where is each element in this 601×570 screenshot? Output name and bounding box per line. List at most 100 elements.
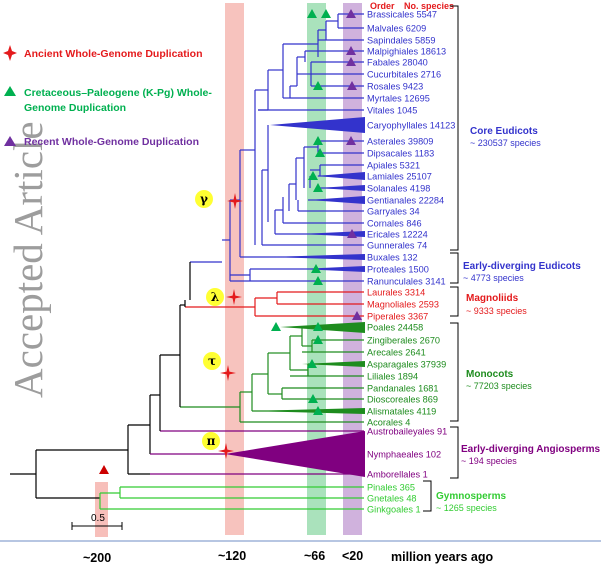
leaf-piperales: Piperales 3367 [367,312,428,322]
leaf-pinales: Pinales 365 [367,483,415,493]
time-label-120: ~120 [218,549,246,563]
wgd-star-icon [227,193,243,209]
leaf-poales: Poales 24458 [367,323,423,333]
leaf-dioscoreales: Dioscoreales 869 [367,395,438,405]
asparagales-triangle [302,361,365,367]
kpg-triangle-icon [313,81,323,90]
lambda-label: λ [211,290,219,304]
gamma-label: γ [200,192,208,206]
clade-early-eudicots-count: ~ 4773 species [463,273,524,283]
header-species: No. species [404,1,454,11]
kpg-triangle-icon [311,264,321,273]
kpg-triangle-icon [321,9,331,18]
legend-kpg-1: Cretaceous–Paleogene (K-Pg) Whole- [24,87,212,99]
purple-triangle-icon [4,136,16,146]
leaf-liliales: Liliales 1894 [367,372,418,382]
leaf-pandanales: Pandanales 1681 [367,384,439,394]
leaf-ericales: Ericales 12224 [367,230,428,240]
leaf-solanales: Solanales 4198 [367,184,430,194]
pi-label: π [207,434,216,448]
red-star-icon [3,45,17,61]
leaf-arecales: Arecales 2641 [367,348,426,358]
leaf-nymphaeales: Nymphaeales 102 [367,450,441,460]
caryophyllales-triangle [270,117,365,133]
lamiales-triangle [316,172,365,180]
wgd-star-icon [226,289,242,305]
leaf-alismatales: Alismatales 4119 [367,407,436,417]
leaf-gunnerales: Gunnerales 74 [367,241,427,251]
recent-triangle-icon [347,81,357,90]
leaf-zingiberales: Zingiberales 2670 [367,336,440,346]
alismatales-triangle [250,408,365,414]
bracket-magnoliids [450,286,459,317]
leaf-garryales: Garryales 34 [367,207,420,217]
clade-early-angio-count: ~ 194 species [461,456,517,466]
scale-bar [71,522,123,530]
leaf-sapindales: Sapindales 5859 [367,36,435,46]
kpg-triangle-icon [313,183,323,192]
ancient-triangle-icon [99,465,109,474]
legend: Ancient Whole-Genome Duplication Cretace… [3,45,212,148]
pi-badge [202,432,220,450]
leaf-ginkgoales: Ginkgoales 1 [367,505,421,515]
leaf-ranunculales: Ranunculales 3141 [367,277,446,287]
leaf-cornales: Cornales 846 [367,219,422,229]
leaf-brassicales: Brassicales 5547 [367,10,437,20]
leaf-asterales: Asterales 39809 [367,137,433,147]
time-label-200: ~200 [83,551,111,565]
bracket-early-eudicots [450,252,459,284]
kpg-triangle-icon [313,322,323,331]
legend-ancient: Ancient Whole-Genome Duplication [24,48,203,60]
leaf-austrobaileyales: Austrobaileyales 91 [367,427,447,437]
leaf-acorales: Acorales 4 [367,418,410,428]
clade-core-eudicots: Core Eudicots [470,126,538,137]
clade-magnoliids-count: ~ 9333 species [466,306,527,316]
recent-triangle-icon [347,229,357,238]
clade-early-angio: Early-diverging Angiosperms [461,444,601,455]
leaf-vitales: Vitales 1045 [367,106,417,116]
bracket-core-eudicots [450,5,459,251]
kpg-triangle-icon [308,394,318,403]
leaf-caryophyllales: Caryophyllales 14123 [367,121,455,131]
bracket-early-angio [450,426,459,479]
poales-triangle [280,322,365,333]
gentianales-triangle [309,196,365,204]
kpg-triangle-icon [313,406,323,415]
clade-gymnosperms-count: ~ 1265 species [436,503,497,513]
leaf-lamiales: Lamiales 25107 [367,172,432,182]
time-label-20: <20 [342,549,363,563]
clade-early-eudicots: Early-diverging Eudicots [463,261,581,272]
legend-kpg-2: Genome Duplication [24,102,126,114]
kpg-triangle-icon [315,148,325,157]
leaf-apiales: Apiales 5321 [367,161,420,171]
clade-gymnosperms: Gymnosperms [436,491,506,502]
gamma-badge [195,190,213,208]
recent-triangle-icon [346,57,356,66]
kpg-triangle-icon [307,359,317,368]
leaf-fabales: Fabales 28040 [367,58,428,68]
leaf-buxales: Buxales 132 [367,253,418,263]
lambda-badge [206,288,224,306]
bracket-gymnosperms [423,480,432,512]
recent-triangle-icon [346,136,356,145]
leaf-asparagales: Asparagales 37939 [367,360,446,370]
tree-branches [10,13,365,510]
bracket-monocots [450,322,459,422]
kpg-triangle-icon [313,276,323,285]
leaf-gentianales: Gentianales 22284 [367,196,444,206]
band-120 [225,3,244,535]
leaf-cucurbitales: Cucurbitales 2716 [367,70,441,80]
leaf-amborellales: Amborellales 1 [367,470,428,480]
solanales-triangle [318,185,365,191]
time-label-66: ~66 [304,549,325,563]
clade-monocots: Monocots [466,369,514,380]
kpg-triangle-icon [271,322,281,331]
leaf-myrtales: Myrtales 12695 [367,94,430,104]
leaf-dipsacales: Dipsacales 1183 [367,149,434,159]
leaf-malpighiales: Malpighiales 18613 [367,47,446,57]
tau-badge [203,352,221,370]
leaf-laurales: Laurales 3314 [367,288,425,298]
leaf-rosales: Rosales 9423 [367,82,423,92]
kpg-triangle-icon [307,9,317,18]
